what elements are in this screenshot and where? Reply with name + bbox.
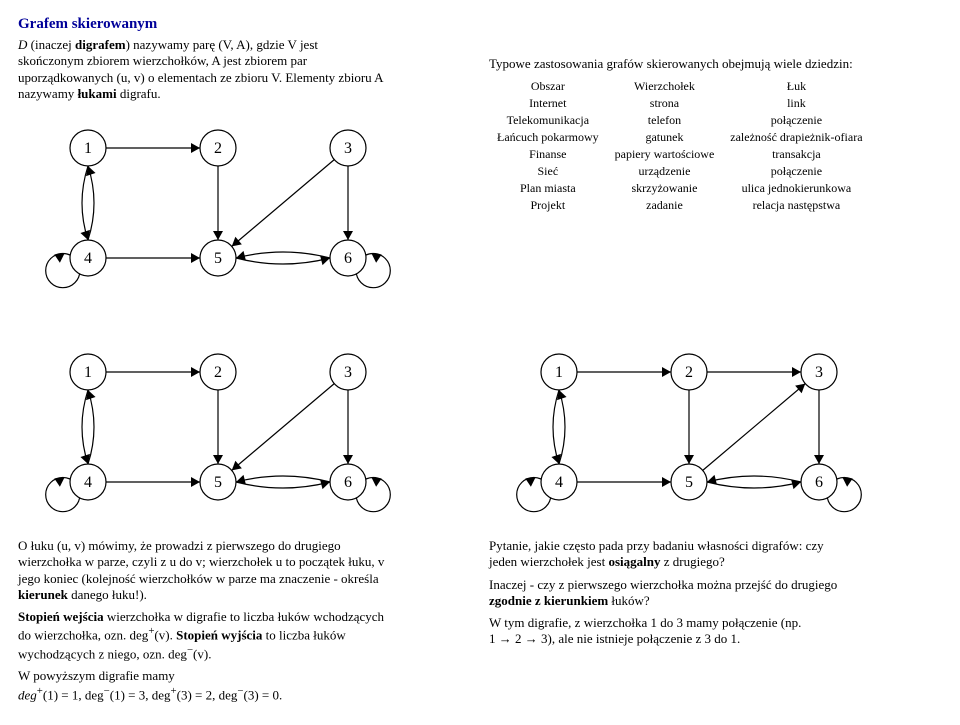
svg-text:4: 4 xyxy=(84,474,92,491)
svg-text:1: 1 xyxy=(84,140,92,157)
svg-text:5: 5 xyxy=(685,474,693,491)
digraph-figure-tl: 1 2 3 4 5 6 xyxy=(18,108,471,308)
svg-text:6: 6 xyxy=(344,250,352,267)
svg-text:3: 3 xyxy=(815,364,823,381)
section-title: Grafem skierowanym xyxy=(18,16,471,33)
degree-example: W powyższym digrafie mamy deg+(1) = 1, d… xyxy=(18,668,471,703)
svg-text:3: 3 xyxy=(344,140,352,157)
digraph-figure-br: 1 2 3 4 5 6 xyxy=(489,332,942,532)
svg-text:1: 1 xyxy=(555,364,563,381)
svg-text:2: 2 xyxy=(214,364,222,381)
digraph-figure-bl: 1 2 3 4 5 6 xyxy=(18,332,471,532)
applications-table: ObszarWierzchołekŁukInternetstronalinkTe… xyxy=(489,78,871,214)
panel-bottom-right: 1 2 3 4 5 6 Pytanie, jakie często pada przy b… xyxy=(489,326,942,709)
reachability-example: W tym digrafie, z wierzchołka 1 do 3 mam… xyxy=(489,615,942,648)
svg-text:5: 5 xyxy=(214,250,222,267)
definition-text: D (inaczej digrafem) nazywamy parę (V, A… xyxy=(18,37,471,102)
svg-text:1: 1 xyxy=(84,364,92,381)
panel-top-right: Typowe zastosowania grafów skierowanych … xyxy=(489,16,942,314)
arc-explanation: O łuku (u, v) mówimy, że prowadzi z pier… xyxy=(18,538,471,603)
svg-text:6: 6 xyxy=(815,474,823,491)
reachability-restate: Inaczej - czy z pierwszego wierzchołka m… xyxy=(489,577,942,610)
reachability-question: Pytanie, jakie często pada przy badaniu … xyxy=(489,538,942,571)
svg-text:4: 4 xyxy=(84,250,92,267)
applications-intro: Typowe zastosowania grafów skierowanych … xyxy=(489,56,942,72)
svg-text:2: 2 xyxy=(685,364,693,381)
degree-definition: Stopień wejścia wierzchołka w digrafie t… xyxy=(18,609,471,662)
panel-top-left: Grafem skierowanym D (inaczej digrafem) … xyxy=(18,16,471,314)
svg-text:6: 6 xyxy=(344,474,352,491)
svg-text:3: 3 xyxy=(344,364,352,381)
svg-text:5: 5 xyxy=(214,474,222,491)
panel-bottom-left: 1 2 3 4 5 6 O łuku (u, v) mówimy, że prowadzi… xyxy=(18,326,471,709)
svg-text:2: 2 xyxy=(214,140,222,157)
svg-text:4: 4 xyxy=(555,474,563,491)
